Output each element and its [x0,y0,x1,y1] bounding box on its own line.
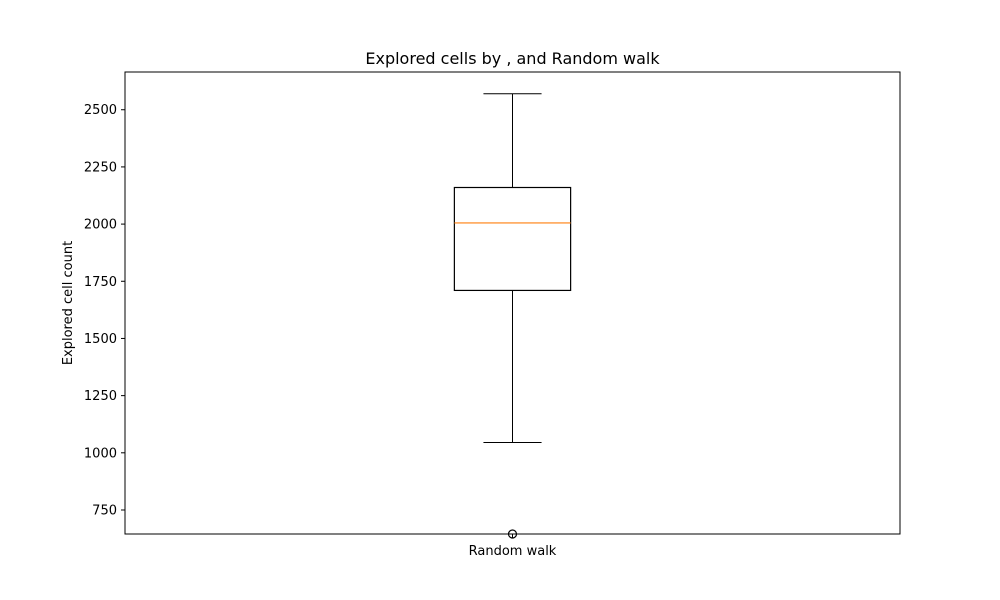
y-tick-label: 2250 [84,160,117,175]
outlier-point [507,529,518,539]
y-tick-label: 2500 [84,103,117,118]
x-axis: Random walk [469,534,557,559]
y-tick-label: 750 [92,503,117,518]
y-axis: 750 1000 1250 1500 1750 2000 2250 2500 [84,103,125,518]
y-axis-label: Explored cell count [61,241,76,365]
chart-title: Explored cells by , and Random walk [365,49,660,68]
interquartile-box [453,186,572,292]
box-series [453,93,572,539]
box-group [453,93,572,539]
y-tick-label: 2000 [84,218,117,233]
y-tick-label: 1000 [84,446,117,461]
x-tick-label: Random walk [469,544,557,559]
y-tick-label: 1500 [84,332,117,347]
y-tick-label: 1250 [84,389,117,404]
y-tick-label: 1750 [84,275,117,290]
